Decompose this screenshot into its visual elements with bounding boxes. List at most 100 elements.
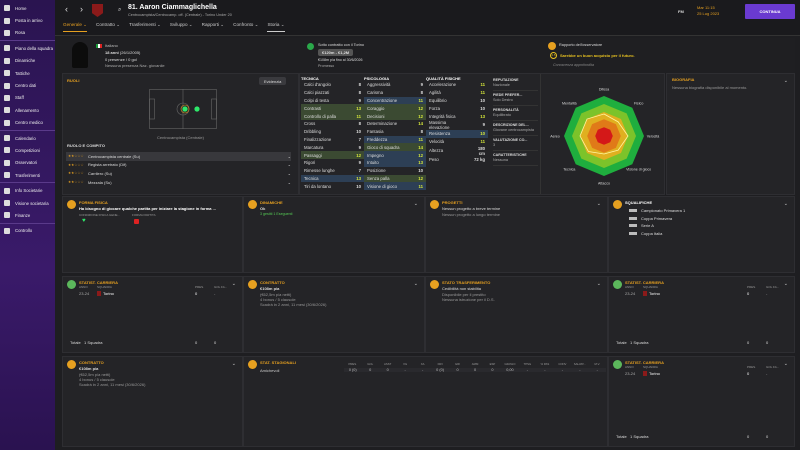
attribute-row[interactable]: Altezza 180 cm <box>426 146 488 156</box>
sidebar-item[interactable]: Home <box>0 2 55 14</box>
sidebar-item[interactable]: Info Societarie <box>0 184 55 196</box>
tab[interactable]: Rapporti ⌄ <box>202 22 225 32</box>
chevron-down-icon[interactable]: ⌄ <box>596 281 601 287</box>
column-header[interactable]: ANNO <box>79 285 88 289</box>
sidebar-item[interactable]: Centro dati <box>0 79 55 91</box>
filter-icon[interactable]: ⌄ <box>231 281 236 287</box>
attribute-row[interactable]: Carisma 8 <box>364 89 426 97</box>
tab[interactable]: Generale ⌄ <box>63 22 88 32</box>
attribute-row[interactable]: Marcatura 9 <box>301 143 364 151</box>
column-header[interactable]: GIR/GIO <box>504 362 516 366</box>
sidebar-item[interactable]: Tattiche <box>0 67 55 79</box>
attribute-row[interactable]: Controllo di palla 11 <box>301 112 364 120</box>
tab[interactable]: Storia ⌄ <box>267 22 285 32</box>
continue-button[interactable]: CONTINUA <box>745 4 795 19</box>
chevron-down-icon[interactable]: ⌄ <box>231 361 236 367</box>
role-row[interactable]: ★★☆☆☆ Regista arretrato (Dif) ⌄ <box>66 161 291 170</box>
highlight-dropdown[interactable]: Evidenzia <box>259 77 287 85</box>
column-header[interactable]: PRES. <box>195 285 205 289</box>
attribute-row[interactable]: Concentrazione 11 <box>364 96 426 105</box>
column-header[interactable]: XA <box>420 362 425 366</box>
tab[interactable]: Contratto ⌄ <box>96 22 120 32</box>
sidebar-item[interactable]: Osservatori <box>0 157 55 169</box>
attribute-row[interactable]: Rigori 9 <box>301 159 364 167</box>
card-title[interactable]: FORMA FISICA <box>79 200 108 205</box>
column-header[interactable]: SQUADRA <box>643 365 658 369</box>
info-title[interactable]: DESCRIZIONE DEL... <box>493 123 529 127</box>
column-header[interactable]: SALVAT... <box>573 362 586 366</box>
chevron-down-icon[interactable]: ⌄ <box>596 201 601 207</box>
attribute-row[interactable]: Decisioni 12 <box>364 112 426 120</box>
sidebar-item[interactable]: Allenamento <box>0 104 55 116</box>
sidebar-item[interactable]: Visione societaria <box>0 197 55 209</box>
attribute-row[interactable]: Visione di gioco 11 <box>364 182 426 191</box>
column-header[interactable]: PRES. <box>747 365 757 369</box>
column-header[interactable]: XG <box>403 362 408 366</box>
sidebar-item[interactable]: Competizioni <box>0 144 55 156</box>
attribute-row[interactable]: Fantasia 8 <box>364 128 426 136</box>
card-title[interactable]: STATO TRASFERIMENTO <box>442 280 491 285</box>
attribute-row[interactable]: Tiri da lontano 10 <box>301 182 364 190</box>
sidebar-item[interactable]: Controllo <box>0 225 55 237</box>
attribute-row[interactable]: Accelerazione 11 <box>426 81 488 89</box>
attribute-row[interactable]: Resistenza 10 <box>426 129 488 138</box>
card-title[interactable]: PROGETTI <box>442 200 463 205</box>
attribute-row[interactable]: Finalizzazione 7 <box>301 136 364 144</box>
attribute-row[interactable]: Calci d'angolo 8 <box>301 81 364 89</box>
sidebar-item[interactable]: Trasferimenti <box>0 169 55 181</box>
attribute-row[interactable]: Massima elevazione 9 <box>426 120 488 130</box>
attribute-row[interactable]: Senza palla 12 <box>364 174 426 183</box>
sidebar-item[interactable]: Centro medico <box>0 117 55 129</box>
column-header[interactable]: ASST <box>384 362 392 366</box>
card-title[interactable]: STATIST. CARRIERA <box>79 280 118 285</box>
sidebar-item[interactable]: Finanze <box>0 209 55 221</box>
attribute-row[interactable]: Determinazione 14 <box>364 120 426 128</box>
attribute-row[interactable]: Intuito 13 <box>364 158 426 167</box>
attribute-row[interactable]: Integrità fisica 13 <box>426 112 488 120</box>
column-header[interactable]: GOL FA... <box>766 285 780 289</box>
tab[interactable]: Confronto ⌄ <box>233 22 258 32</box>
attribute-row[interactable]: Gioco di squadra 14 <box>364 143 426 152</box>
attribute-row[interactable]: Rimesse lunghe 7 <box>301 167 364 175</box>
column-header[interactable]: DRI <box>437 362 443 366</box>
column-header[interactable]: SQUADRA <box>97 285 112 289</box>
role-row[interactable]: ★★☆☆☆ Centrocampista centrale (Su) ⌄ <box>66 152 291 161</box>
column-header[interactable]: GRI <box>455 362 461 366</box>
column-header[interactable]: PRES. <box>348 362 357 366</box>
chevron-down-icon[interactable]: ⌄ <box>287 179 291 185</box>
attribute-row[interactable]: Equilibrio 10 <box>426 97 488 105</box>
column-header[interactable]: GOL <box>367 362 374 366</box>
chevron-down-icon[interactable]: ⌄ <box>287 162 291 168</box>
sidebar-item[interactable]: Staff <box>0 92 55 104</box>
attribute-row[interactable]: Agilità 11 <box>426 89 488 97</box>
back-button[interactable]: ‹ <box>65 4 68 14</box>
info-title[interactable]: CARATTERISTICHE <box>493 153 527 157</box>
column-header[interactable]: % PAS <box>540 362 550 366</box>
sidebar-item[interactable]: Rosa <box>0 27 55 39</box>
manager-badge[interactable]: FM <box>678 9 684 14</box>
column-header[interactable]: SQUADRA <box>643 285 658 289</box>
chevron-down-icon[interactable]: ⌄ <box>783 78 788 84</box>
sidebar-item[interactable]: Posta in arrivo <box>0 14 55 26</box>
card-title[interactable]: STAT. STAGIONALI <box>260 360 296 365</box>
column-header[interactable]: GOL FA... <box>214 285 228 289</box>
column-header[interactable]: M.V. <box>594 362 601 366</box>
attribute-row[interactable]: Passaggi 12 <box>301 151 364 159</box>
column-header[interactable]: CONV <box>558 362 567 366</box>
forward-button[interactable]: › <box>80 4 83 14</box>
card-title[interactable]: SQUALIFICHE <box>625 200 653 205</box>
info-title[interactable]: VALUTAZIONE CO... <box>493 138 528 142</box>
column-header[interactable]: ANNO <box>625 285 634 289</box>
info-title[interactable]: PERSONALITÀ <box>493 108 519 112</box>
roles-title[interactable]: RUOLI <box>67 78 80 83</box>
biography-title[interactable]: BIOGRAFIA <box>672 77 695 82</box>
attribute-row[interactable]: Dribbling 10 <box>301 128 364 136</box>
column-header[interactable]: GOL FA... <box>766 365 780 369</box>
chevron-down-icon[interactable]: ⌄ <box>413 281 418 287</box>
attribute-row[interactable]: Contrasti 13 <box>301 104 364 113</box>
search-icon[interactable]: ⌕ <box>118 7 122 13</box>
attribute-row[interactable]: Freddezza 11 <box>364 135 426 144</box>
column-header[interactable]: PRES. <box>747 285 757 289</box>
tab[interactable]: Trasferimenti ⌄ <box>129 22 161 32</box>
sidebar-item[interactable]: Piano della squadra <box>0 42 55 54</box>
